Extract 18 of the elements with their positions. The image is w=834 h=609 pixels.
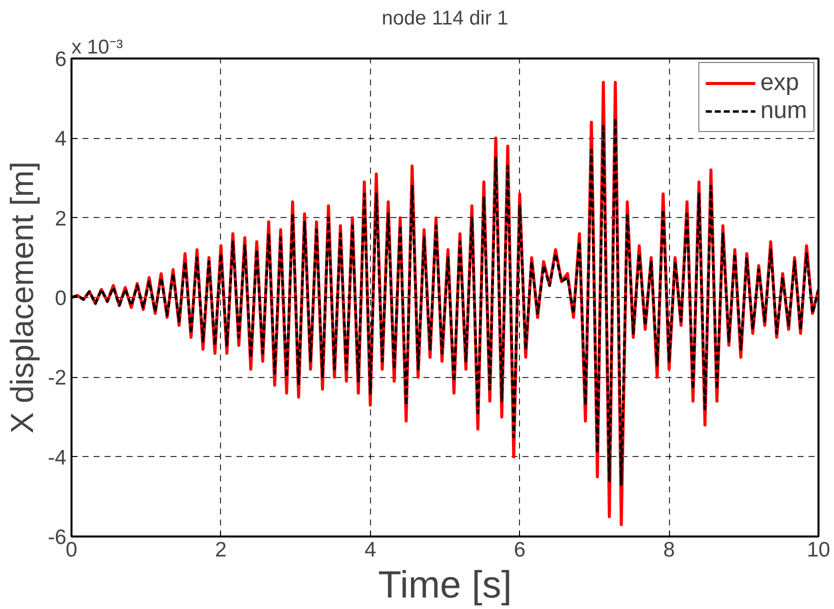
y-tick-label: 6 <box>54 48 67 71</box>
y-tick-label: 2 <box>54 207 67 230</box>
y-tick-label: -6 <box>48 526 67 549</box>
legend-label: exp <box>760 69 800 97</box>
x-tick-label: 10 <box>806 538 830 562</box>
y-tick-label: 4 <box>54 128 67 151</box>
x-tick-label: 8 <box>663 538 675 562</box>
x-tick-label: 2 <box>215 538 227 562</box>
y-axis-title: X displacement [m] <box>4 161 40 434</box>
x-axis-title: Time [s] <box>378 564 512 606</box>
chart-title: node 114 dir 1 <box>382 8 508 30</box>
y-tick-label: -2 <box>48 366 67 390</box>
x-tick-label: 4 <box>364 538 376 562</box>
legend-label: num <box>760 97 807 125</box>
y-tick-label: -4 <box>48 446 67 470</box>
text: x 10⁻³ <box>72 36 124 58</box>
y-tick-label: 0 <box>54 287 67 310</box>
x-tick-label: 6 <box>514 538 526 562</box>
